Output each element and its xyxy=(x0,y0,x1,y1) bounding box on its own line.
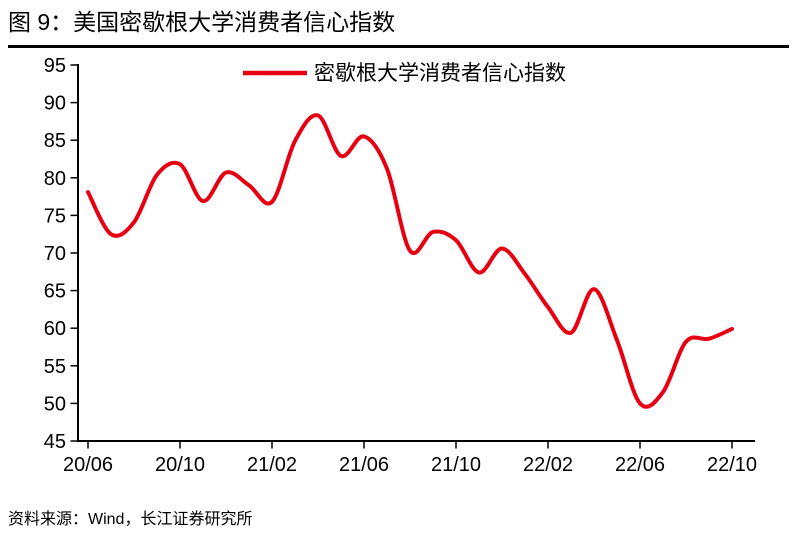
y-tick-label: 60 xyxy=(44,318,66,340)
x-tick-label: 20/06 xyxy=(63,454,113,476)
x-tick-label: 20/10 xyxy=(155,454,205,476)
x-tick-label: 21/10 xyxy=(431,454,481,476)
legend-label: 密歇根大学消费者信心指数 xyxy=(314,62,566,85)
y-tick-label: 55 xyxy=(44,356,66,378)
y-tick-label: 70 xyxy=(44,243,66,265)
x-tick-label: 21/06 xyxy=(339,454,389,476)
figure-title: 图 9：美国密歇根大学消费者信心指数 xyxy=(8,9,396,35)
x-tick-label: 22/06 xyxy=(615,454,665,476)
y-tick-label: 80 xyxy=(44,168,66,190)
y-tick-label: 65 xyxy=(44,281,66,303)
y-tick-label: 85 xyxy=(44,130,66,152)
y-tick-label: 45 xyxy=(44,431,66,453)
x-tick-label: 22/02 xyxy=(523,454,573,476)
series-line-consumer-sentiment xyxy=(86,113,734,409)
y-tick-label: 75 xyxy=(44,205,66,227)
legend: 密歇根大学消费者信心指数 xyxy=(243,62,566,85)
source-note: 资料来源：Wind，长江证券研究所 xyxy=(8,511,253,528)
y-tick-label: 95 xyxy=(44,55,66,77)
x-tick-label: 22/10 xyxy=(707,454,757,476)
x-tick-label: 21/02 xyxy=(247,454,297,476)
chart-generated-layer: 45 50 55 60 65 70 75 80 85 90 95 20/06 20/10 21/02 21/… xyxy=(44,55,757,476)
y-tick-label: 90 xyxy=(44,93,66,115)
title-underline xyxy=(8,45,789,48)
y-tick-label: 50 xyxy=(44,393,66,415)
